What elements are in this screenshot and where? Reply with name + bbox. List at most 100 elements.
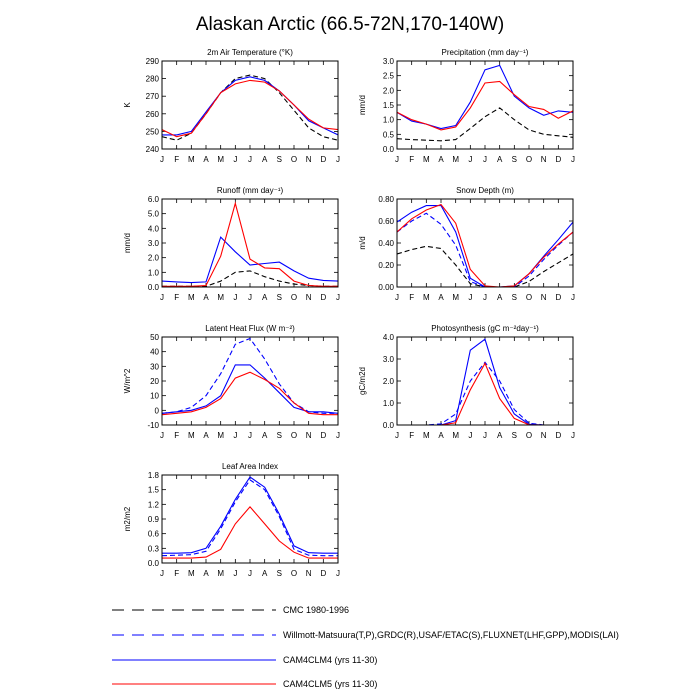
y-tick-label: 1.0 — [383, 399, 395, 408]
plot-frame — [161, 474, 339, 564]
y-axis-label: m2/m2 — [123, 506, 132, 531]
y-tick-label: 0.60 — [378, 217, 394, 226]
x-tick-label: A — [497, 155, 503, 164]
x-tick-label: A — [497, 293, 503, 302]
x-tick-label: S — [277, 155, 282, 164]
x-tick-label: A — [438, 293, 444, 302]
x-tick-label: M — [423, 155, 430, 164]
y-tick-label: 0.9 — [148, 515, 160, 524]
x-tick-label: S — [277, 293, 282, 302]
y-tick-label: 1.2 — [148, 500, 160, 509]
x-tick-label: O — [526, 431, 532, 440]
y-tick-label: 6.0 — [148, 195, 160, 204]
y-tick-label: 0.00 — [378, 283, 394, 292]
chart-panel-2: Precipitation (mm day⁻¹) 0.0 0.5 1.0 1.5 2.0 2… — [358, 48, 575, 164]
y-tick-label: 240 — [146, 145, 160, 154]
x-tick-label: J — [395, 155, 399, 164]
panel-title: Photosynthesis (gC m⁻²day⁻¹) — [431, 324, 539, 333]
x-tick-label: J — [248, 155, 252, 164]
x-tick-label: J — [468, 155, 472, 164]
series-line-clm5 — [397, 362, 573, 425]
x-tick-label: A — [203, 431, 209, 440]
plot-frame — [161, 336, 339, 426]
y-tick-label: -10 — [147, 421, 159, 430]
x-tick-label: M — [452, 293, 459, 302]
x-tick-label: J — [483, 431, 487, 440]
x-tick-label: J — [160, 569, 164, 578]
x-tick-label: O — [291, 431, 297, 440]
x-tick-label: A — [438, 431, 444, 440]
x-tick-label: J — [336, 155, 340, 164]
x-tick-label: J — [468, 431, 472, 440]
plot-frame — [161, 198, 339, 288]
x-tick-label: M — [217, 293, 224, 302]
chart-panel-1: 2m Air Temperature (°K) 240 250 260 270 280 29… — [123, 48, 340, 164]
x-tick-label: A — [438, 155, 444, 164]
series-line-obs — [397, 212, 573, 287]
y-tick-label: 3.0 — [148, 239, 160, 248]
y-tick-label: 270 — [146, 92, 160, 101]
y-tick-label: 1.8 — [148, 471, 160, 480]
x-tick-label: N — [541, 293, 547, 302]
panel-title: Precipitation (mm day⁻¹) — [442, 48, 529, 57]
x-tick-label: S — [512, 155, 517, 164]
series-line-clm4 — [397, 338, 573, 425]
x-tick-label: J — [571, 431, 575, 440]
x-tick-label: F — [174, 293, 179, 302]
x-tick-label: J — [233, 569, 237, 578]
x-tick-label: D — [320, 431, 326, 440]
series-line-clm4 — [162, 236, 338, 284]
x-tick-label: J — [571, 293, 575, 302]
x-tick-label: J — [160, 293, 164, 302]
series-line-clm5 — [397, 80, 573, 131]
y-axis-label: m/d — [358, 236, 367, 249]
x-tick-label: J — [483, 155, 487, 164]
y-tick-label: 40 — [150, 348, 159, 357]
x-tick-label: M — [217, 431, 224, 440]
y-tick-label: 1.0 — [383, 116, 395, 125]
legend-label-clm5: CAM4CLM5 (yrs 11-30) — [283, 679, 377, 689]
x-tick-label: F — [409, 155, 414, 164]
x-tick-label: J — [248, 431, 252, 440]
y-tick-label: 2.0 — [383, 86, 395, 95]
x-tick-label: D — [555, 155, 561, 164]
series-line-clm5 — [162, 201, 338, 287]
x-tick-label: M — [188, 569, 195, 578]
x-tick-label: J — [468, 293, 472, 302]
plot-frame — [161, 60, 339, 150]
y-axis-label: K — [123, 102, 132, 108]
x-tick-label: M — [423, 431, 430, 440]
series-line-clm5 — [397, 203, 573, 287]
panel-title: 2m Air Temperature (°K) — [207, 48, 293, 57]
panel-title: Runoff (mm day⁻¹) — [217, 186, 284, 195]
series-line-obs — [397, 361, 573, 425]
y-tick-label: 5.0 — [148, 210, 160, 219]
y-tick-label: 2.0 — [148, 254, 160, 263]
x-tick-label: S — [277, 569, 282, 578]
x-tick-label: F — [174, 431, 179, 440]
x-tick-label: J — [248, 569, 252, 578]
x-tick-label: A — [203, 569, 209, 578]
series-line-clm4 — [397, 205, 573, 287]
x-tick-label: D — [555, 293, 561, 302]
x-tick-label: M — [188, 431, 195, 440]
x-tick-label: O — [291, 293, 297, 302]
y-tick-label: 0.0 — [383, 421, 395, 430]
x-tick-label: A — [262, 155, 268, 164]
legend: CMC 1980-1996 Willmott-Matsuura(T,P),GRDC… — [112, 605, 619, 689]
x-tick-label: M — [423, 293, 430, 302]
x-tick-label: A — [262, 431, 268, 440]
y-tick-label: 0.80 — [378, 195, 394, 204]
x-tick-label: M — [217, 155, 224, 164]
series-line-obs — [162, 337, 338, 414]
y-tick-label: 4.0 — [383, 333, 395, 342]
chart-panel-5: Latent Heat Flux (W m⁻²) -10 0 10 20 30 40 50 J F… — [123, 324, 340, 440]
plot-frame — [396, 60, 574, 150]
legend-label-cmc: CMC 1980-1996 — [283, 605, 349, 615]
x-tick-label: J — [483, 293, 487, 302]
panels: 2m Air Temperature (°K) 240 250 260 270 280 29… — [123, 48, 575, 578]
y-tick-label: 1.0 — [148, 268, 160, 277]
x-tick-label: O — [291, 155, 297, 164]
